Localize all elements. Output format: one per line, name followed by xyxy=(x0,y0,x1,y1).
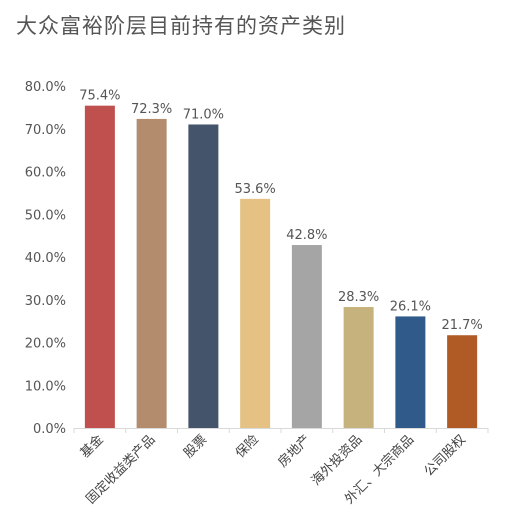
bar xyxy=(240,198,271,428)
y-tick-label: 70.0% xyxy=(25,123,66,138)
data-label: 75.4% xyxy=(79,89,120,104)
data-label: 42.8% xyxy=(286,228,327,243)
data-label: 71.0% xyxy=(183,107,224,122)
data-label: 28.3% xyxy=(338,290,379,305)
data-label: 53.6% xyxy=(234,182,275,197)
y-tick-label: 40.0% xyxy=(25,251,66,266)
chart-title: 大众富裕阶层目前持有的资产类别 xyxy=(16,14,346,38)
y-tick-label: 50.0% xyxy=(25,208,66,223)
x-tick-label: 房地产 xyxy=(275,432,314,471)
y-tick-label: 10.0% xyxy=(25,379,66,394)
y-tick-label: 30.0% xyxy=(25,294,66,309)
x-tick-label: 基金 xyxy=(77,432,107,462)
data-label: 72.3% xyxy=(131,102,172,117)
x-tick-label: 股票 xyxy=(181,432,210,461)
bar xyxy=(343,307,374,428)
bar xyxy=(84,105,115,428)
bar xyxy=(291,245,322,428)
bar xyxy=(188,124,219,428)
y-tick-label: 20.0% xyxy=(25,337,66,352)
y-tick-label: 80.0% xyxy=(25,80,66,95)
x-tick-label: 海外投资品 xyxy=(308,432,365,489)
data-label: 21.7% xyxy=(441,318,482,333)
data-label: 26.1% xyxy=(390,299,431,314)
bar xyxy=(447,335,478,428)
bar xyxy=(136,118,167,428)
y-tick-label: 60.0% xyxy=(25,166,66,181)
x-tick-label: 公司股权 xyxy=(421,432,469,480)
y-tick-label: 0.0% xyxy=(33,422,66,437)
bar xyxy=(395,316,426,428)
x-tick-label: 保险 xyxy=(233,432,262,461)
